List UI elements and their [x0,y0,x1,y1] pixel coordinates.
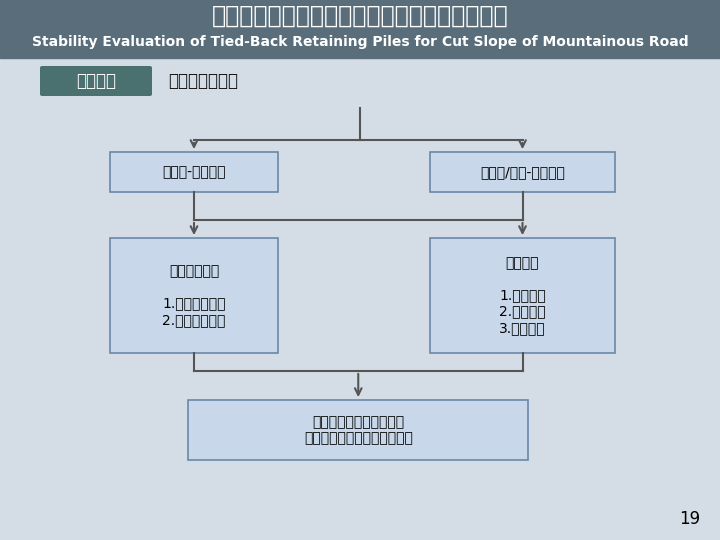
FancyBboxPatch shape [188,400,528,460]
FancyBboxPatch shape [430,152,615,192]
FancyBboxPatch shape [110,238,278,353]
Text: 19: 19 [679,510,700,528]
Text: 歸納邊坡背拉式擋土排樁
穩定工法之設計參數研究成果: 歸納邊坡背拉式擋土排樁 穩定工法之設計參數研究成果 [304,415,413,445]
Text: 崩積層-均質邊坡: 崩積層-均質邊坡 [162,165,226,179]
Text: 研究執行流程圖: 研究執行流程圖 [168,72,238,90]
Text: 排樁幾何配置

1.排樁打設長度
2.排樁打設間距: 排樁幾何配置 1.排樁打設長度 2.排樁打設間距 [162,264,226,327]
Text: Stability Evaluation of Tied-Back Retaining Piles for Cut Slope of Mountainous R: Stability Evaluation of Tied-Back Retain… [32,35,688,49]
FancyBboxPatch shape [430,238,615,353]
Text: 山區道路邊坡背拉式擋土排樁之穩定性效益評估: 山區道路邊坡背拉式擋土排樁之穩定性效益評估 [212,4,508,28]
Text: 崩積層/岩層-異質邊坡: 崩積層/岩層-異質邊坡 [480,165,565,179]
Text: 研究方法: 研究方法 [76,72,116,90]
FancyBboxPatch shape [40,66,152,96]
FancyBboxPatch shape [110,152,278,192]
Text: 地錨設計

1.地錨尺寸
2.地錨預力
3.地錨傾角: 地錨設計 1.地錨尺寸 2.地錨預力 3.地錨傾角 [499,256,546,335]
Bar [0,0,720,58]
